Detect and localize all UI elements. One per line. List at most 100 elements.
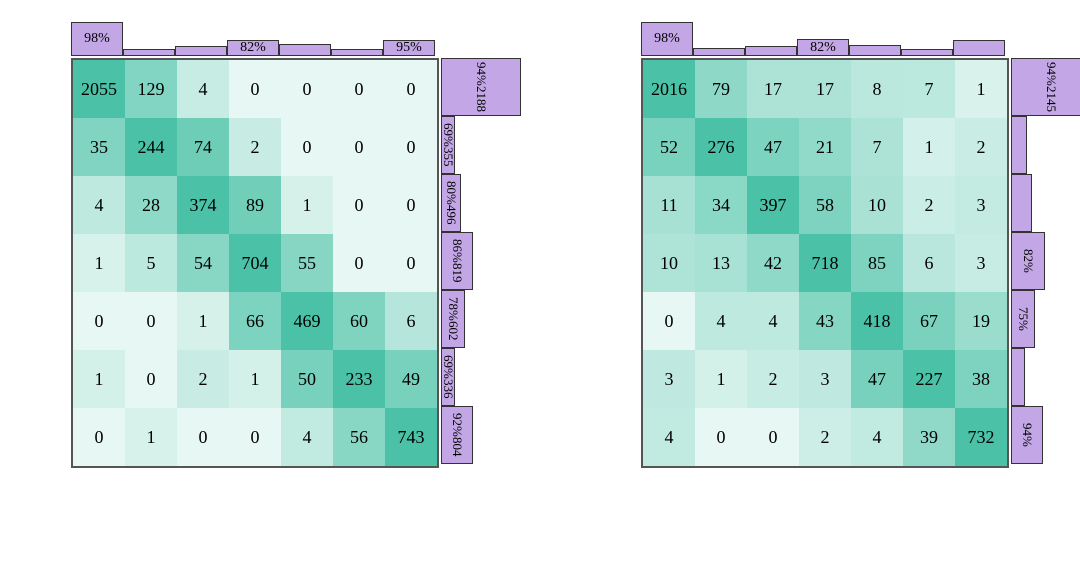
heatmap-cell: 4: [643, 408, 695, 466]
top-bar: [953, 40, 1005, 56]
top-bar-slot: [693, 20, 745, 56]
heatmap-cell: 469: [281, 292, 333, 350]
heatmap-cell: 4: [177, 60, 229, 118]
heatmap-cell: 718: [799, 234, 851, 292]
heatmap-cell: 56: [333, 408, 385, 466]
right-bar-slot: 69%355: [441, 116, 521, 174]
right-bar: 94%2145: [1011, 58, 1080, 116]
heatmap-cell: 233: [333, 350, 385, 408]
top-bar: 82%: [227, 40, 279, 56]
heatmap-cell: 418: [851, 292, 903, 350]
heatmap-cell: 0: [333, 60, 385, 118]
right-bar: 82%: [1011, 232, 1045, 290]
heatmap-panel-right: 98%82%2016791717871522764721712113439758…: [641, 20, 1009, 468]
heatmap-cell: 7: [851, 118, 903, 176]
heatmap-cell: 3: [799, 350, 851, 408]
heatmap-cell: 54: [177, 234, 229, 292]
heatmap-cell: 0: [125, 292, 177, 350]
heatmap-cell: 732: [955, 408, 1007, 466]
heatmap-cell: 2: [799, 408, 851, 466]
heatmap-cell: 0: [385, 60, 437, 118]
heatmap-cell: 89: [229, 176, 281, 234]
heatmap-cell: 0: [281, 60, 333, 118]
right-bar-pct: 94%: [1043, 62, 1059, 86]
heatmap-cell: 17: [747, 60, 799, 118]
right-bar-total: 819: [449, 263, 465, 283]
top-bar-slot: 98%: [71, 20, 123, 56]
heatmap-cell: 704: [229, 234, 281, 292]
top-bar-slot: [953, 20, 1005, 56]
heatmap-cell: 0: [229, 408, 281, 466]
heatmap-cell: 0: [333, 234, 385, 292]
right-bar-pct: 82%: [1020, 249, 1036, 273]
right-bar-total: 336: [440, 379, 456, 399]
top-bar: 98%: [641, 22, 693, 56]
top-bar-label: 82%: [240, 40, 266, 56]
heatmap-cell: 13: [695, 234, 747, 292]
heatmap-cell: 42: [747, 234, 799, 292]
right-bar-slot: [1011, 174, 1080, 232]
right-bar: 69%336: [441, 348, 455, 406]
top-bar-slot: [279, 20, 331, 56]
right-bar: 94%: [1011, 406, 1043, 464]
top-bar: [849, 45, 901, 56]
heatmap-cell: 1: [73, 234, 125, 292]
top-bar-slot: [331, 20, 383, 56]
heatmap-cell: 0: [229, 60, 281, 118]
heatmap-cell: 0: [177, 408, 229, 466]
heatmap-cell: 244: [125, 118, 177, 176]
heatmap-cell: 58: [799, 176, 851, 234]
heatmap-cell: 52: [643, 118, 695, 176]
top-bar-label: 98%: [84, 31, 110, 47]
heatmap-cell: 1: [73, 350, 125, 408]
right-bar-total: 602: [445, 321, 461, 341]
heatmap-cell: 43: [799, 292, 851, 350]
right-bar-slot: [1011, 116, 1080, 174]
top-bar: [123, 49, 175, 56]
top-bar-slot: 82%: [797, 20, 849, 56]
top-bar: 82%: [797, 39, 849, 56]
top-bar: [693, 48, 745, 56]
heatmap-cell: 2: [955, 118, 1007, 176]
right-bar: 69%355: [441, 116, 455, 174]
heatmap-cell: 66: [229, 292, 281, 350]
heatmap-cell: 0: [643, 292, 695, 350]
heatmap-cell: 4: [695, 292, 747, 350]
heatmap-cell: 79: [695, 60, 747, 118]
top-bar-slot: [123, 20, 175, 56]
heatmap-cell: 11: [643, 176, 695, 234]
heatmap-cell: 3: [955, 176, 1007, 234]
heatmap-cell: 2: [229, 118, 281, 176]
top-bar-slot: 95%: [383, 20, 435, 56]
right-bar-pct: 94%: [1019, 423, 1035, 447]
right-bar-pct: 94%: [473, 62, 489, 86]
top-bar: 95%: [383, 40, 435, 56]
heatmap-cell: 21: [799, 118, 851, 176]
top-bar-slot: [745, 20, 797, 56]
heatmap-cell: 28: [125, 176, 177, 234]
heatmap-cell: 1: [177, 292, 229, 350]
top-bar-slot: [175, 20, 227, 56]
heatmap-cell: 6: [385, 292, 437, 350]
heatmap-cell: 38: [955, 350, 1007, 408]
top-bars: 98% 82% 95%: [71, 20, 439, 56]
right-bar-pct: 92%: [449, 413, 465, 437]
right-bar-slot: 78%602: [441, 290, 521, 348]
right-bar-pct: 80%: [443, 181, 459, 205]
right-bar-total: 355: [440, 147, 456, 167]
heatmap-cell: 74: [177, 118, 229, 176]
heatmap-cell: 0: [125, 350, 177, 408]
heatmap-cell: 743: [385, 408, 437, 466]
right-bar: [1011, 348, 1025, 406]
heatmap-cell: 2055: [73, 60, 125, 118]
heatmap-cell: 374: [177, 176, 229, 234]
right-bar-slot: 86%819: [441, 232, 521, 290]
heatmap-cell: 3: [643, 350, 695, 408]
heatmap-cell: 2016: [643, 60, 695, 118]
heatmap-cell: 227: [903, 350, 955, 408]
heatmap-cell: 129: [125, 60, 177, 118]
heatmap-cell: 49: [385, 350, 437, 408]
right-bar-slot: 94%: [1011, 406, 1080, 464]
right-bar: 80%496: [441, 174, 461, 232]
right-bar-slot: 94%2145: [1011, 58, 1080, 116]
